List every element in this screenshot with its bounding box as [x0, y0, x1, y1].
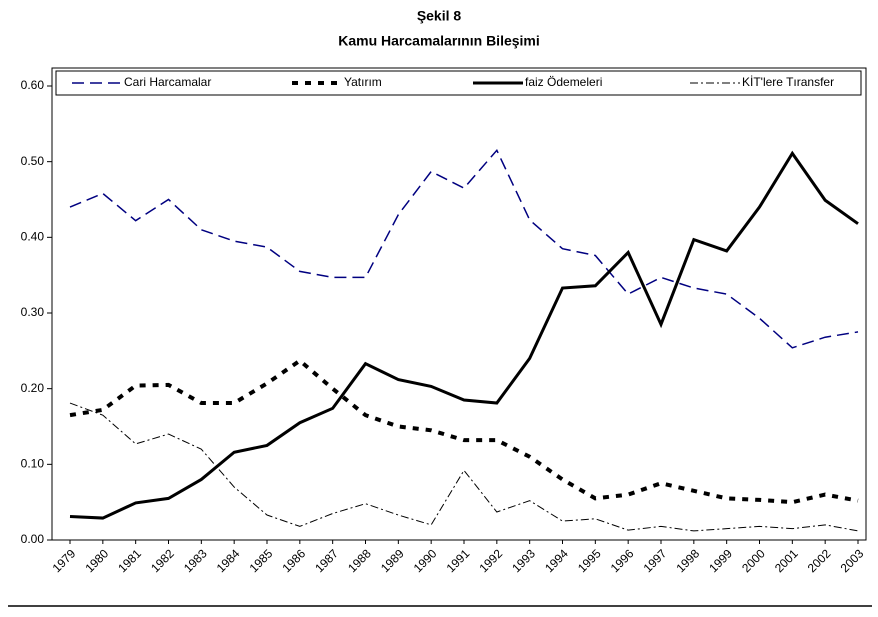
x-tick-label: 1982: [148, 546, 177, 575]
x-tick-label: 1997: [641, 546, 670, 575]
y-tick-label: 0.60: [21, 78, 45, 92]
x-tick-label: 1993: [509, 546, 538, 575]
x-tick-label: 1985: [247, 546, 276, 575]
plot-frame: [51, 67, 867, 541]
x-tick-label: 1994: [542, 546, 571, 575]
y-tick-label: 0.50: [21, 154, 45, 168]
y-tick-label: 0.10: [21, 457, 45, 471]
legend-label: KİT'lere Tıransfer: [742, 75, 834, 89]
x-tick-label: 2002: [805, 546, 834, 575]
legend-label: faiz Ödemeleri: [525, 75, 602, 89]
y-tick-label: 0.20: [21, 381, 45, 395]
y-tick-label: 0.40: [21, 230, 45, 244]
x-tick-label: 1986: [279, 546, 308, 575]
x-tick-label: 1983: [181, 546, 210, 575]
x-tick-label: 1992: [476, 546, 505, 575]
chart-subtitle: Kamu Harcamalarının Bileşimi: [338, 33, 540, 49]
legend-label: Cari Harcamalar: [124, 75, 211, 89]
x-tick-label: 1984: [214, 546, 243, 575]
x-tick-label: 1996: [608, 546, 637, 575]
series-line: [69, 402, 859, 532]
y-tick-label: 0.00: [21, 532, 45, 546]
x-tick-label: 1990: [411, 546, 440, 575]
x-tick-label: 1988: [345, 546, 374, 575]
y-tick-label: 0.30: [21, 305, 45, 319]
x-tick-label: 1979: [50, 546, 79, 575]
x-tick-label: 1995: [575, 546, 604, 575]
x-tick-label: 1991: [444, 546, 473, 575]
x-tick-label: 2000: [739, 546, 768, 575]
legend-label: Yatırım: [344, 75, 382, 89]
x-tick-label: 2001: [772, 546, 801, 575]
series-line: [69, 150, 859, 520]
x-tick-label: 1989: [378, 546, 407, 575]
x-tick-label: 1999: [706, 546, 735, 575]
series-line: [69, 148, 859, 349]
x-tick-label: 1980: [82, 546, 111, 575]
x-tick-label: 2003: [838, 546, 867, 575]
chart-title: Şekil 8: [417, 8, 462, 24]
series-line: [69, 358, 859, 505]
x-tick-label: 1987: [312, 546, 341, 575]
x-tick-label: 1998: [673, 546, 702, 575]
x-tick-label: 1981: [115, 546, 144, 575]
